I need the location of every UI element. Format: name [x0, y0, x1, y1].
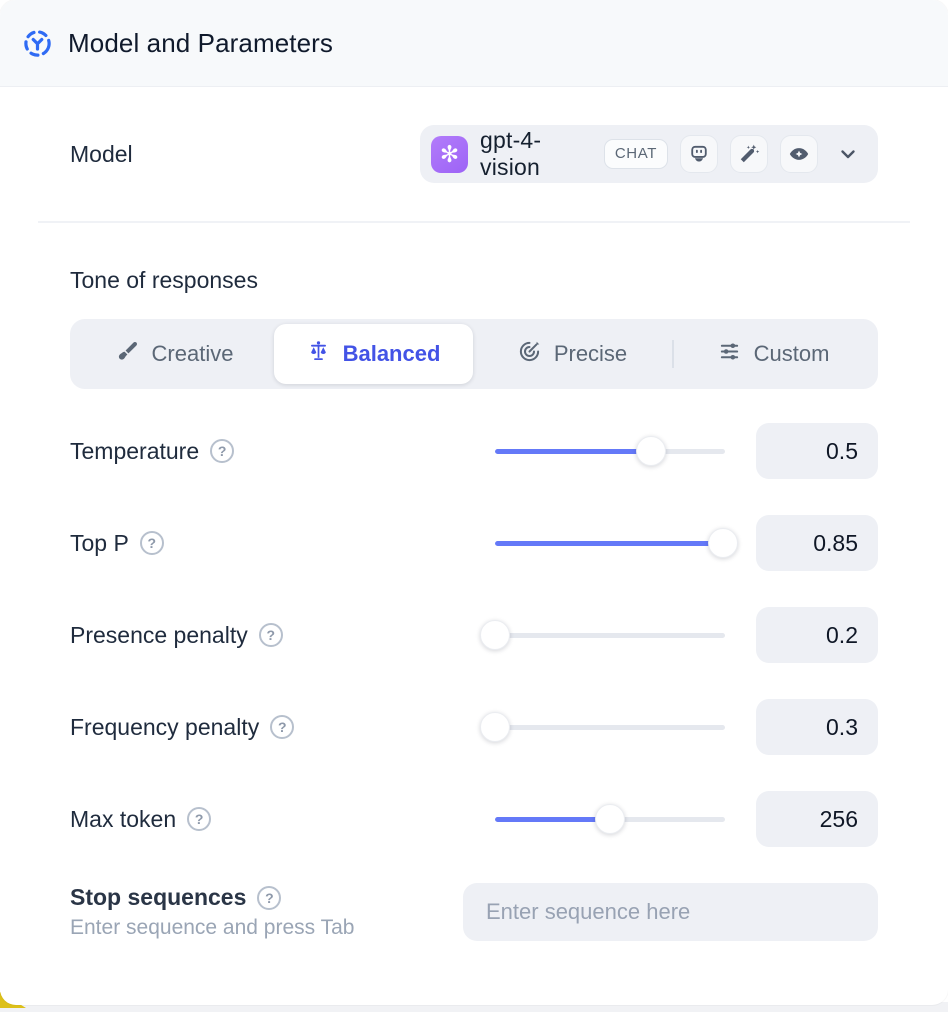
parameter-row-top-p: Top P ? 0.85 [70, 515, 878, 571]
panel-body: Model ✻ gpt-4-vision CHAT [0, 125, 948, 941]
slider-track [495, 448, 725, 454]
frequency-penalty-value[interactable]: 0.3 [756, 699, 878, 755]
help-icon[interactable]: ? [210, 439, 235, 463]
tone-option-custom[interactable]: Custom [674, 324, 873, 384]
parameter-label: Max token ? [70, 806, 495, 833]
slider-track [495, 724, 725, 730]
tone-option-label: Precise [553, 341, 628, 366]
panel-header: Model and Parameters [0, 0, 948, 87]
tone-option-label: Creative [151, 341, 234, 366]
tone-option-label: Custom [753, 341, 830, 366]
chat-bot-icon[interactable] [680, 135, 718, 173]
slider-track [495, 540, 725, 546]
brush-icon [116, 340, 139, 369]
section-divider [38, 221, 910, 223]
tone-segmented-control: Creative Balanced [70, 319, 878, 389]
temperature-slider[interactable] [495, 436, 725, 466]
model-hub-icon [22, 28, 53, 59]
slider-fill [495, 816, 610, 822]
temperature-value[interactable]: 0.5 [756, 423, 878, 479]
slider-fill [495, 448, 652, 454]
parameter-label: Temperature ? [70, 438, 495, 465]
sliders-icon [718, 340, 741, 369]
parameter-row-frequency-penalty: Frequency penalty ? 0.3 [70, 699, 878, 755]
chevron-down-icon[interactable] [836, 142, 860, 166]
page-bottom-strip [0, 1002, 948, 1012]
parameter-row-temperature: Temperature ? 0.5 [70, 423, 878, 479]
parameter-row-max-token: Max token ? 256 [70, 791, 878, 847]
model-type-badge: CHAT [603, 139, 668, 169]
slider-track [495, 632, 725, 638]
top-p-slider[interactable] [495, 528, 738, 558]
help-icon[interactable]: ? [258, 623, 283, 647]
tone-option-label: Balanced [342, 341, 441, 366]
max-token-slider[interactable] [495, 804, 725, 834]
vision-eye-icon[interactable] [780, 135, 818, 173]
scale-icon [307, 340, 330, 369]
max-token-value[interactable]: 256 [756, 791, 878, 847]
openai-logo-icon: ✻ [431, 135, 468, 173]
tone-option-precise[interactable]: Precise [473, 324, 672, 384]
target-icon [518, 340, 541, 369]
parameter-label-text: Max token [70, 805, 177, 832]
segmented-divider [672, 340, 674, 368]
parameter-row-presence-penalty: Presence penalty ? 0.2 [70, 607, 878, 663]
help-icon[interactable]: ? [270, 715, 295, 739]
tone-option-creative[interactable]: Creative [75, 324, 274, 384]
tone-option-balanced[interactable]: Balanced [274, 324, 473, 384]
stop-sequences-hint: Enter sequence and press Tab [70, 916, 355, 939]
presence-penalty-value[interactable]: 0.2 [756, 607, 878, 663]
slider-thumb[interactable] [636, 436, 667, 466]
top-p-value[interactable]: 0.85 [756, 515, 878, 571]
parameter-label: Presence penalty ? [70, 622, 495, 649]
parameter-label: Frequency penalty ? [70, 714, 495, 741]
help-icon[interactable]: ? [187, 807, 212, 831]
slider-thumb[interactable] [595, 804, 625, 834]
stop-sequence-input[interactable] [463, 883, 878, 941]
parameter-label-text: Temperature [70, 437, 200, 464]
stop-sequences-row: Stop sequences ? Enter sequence and pres… [70, 883, 878, 941]
parameter-label: Top P ? [70, 530, 495, 557]
model-row: Model ✻ gpt-4-vision CHAT [70, 125, 878, 183]
help-icon[interactable]: ? [139, 531, 164, 555]
model-select[interactable]: ✻ gpt-4-vision CHAT [420, 125, 878, 183]
parameter-label-text: Top P [70, 529, 129, 556]
slider-thumb[interactable] [480, 620, 510, 650]
selected-model-name: gpt-4-vision [480, 127, 542, 180]
parameter-label-text: Frequency penalty [70, 713, 260, 740]
tone-section-title: Tone of responses [70, 267, 258, 293]
panel-title: Model and Parameters [68, 27, 334, 58]
slider-thumb[interactable] [480, 712, 510, 742]
model-label: Model [70, 140, 133, 167]
parameter-label-text: Presence penalty [70, 621, 248, 648]
stop-sequences-labels: Stop sequences ? Enter sequence and pres… [70, 884, 463, 940]
help-icon[interactable]: ? [257, 885, 282, 910]
slider-fill [495, 540, 723, 546]
stop-sequences-label: Stop sequences [70, 884, 247, 910]
slider-thumb[interactable] [707, 528, 738, 558]
magic-wand-icon[interactable] [730, 135, 768, 173]
presence-penalty-slider[interactable] [480, 620, 725, 650]
frequency-penalty-slider[interactable] [480, 712, 725, 742]
